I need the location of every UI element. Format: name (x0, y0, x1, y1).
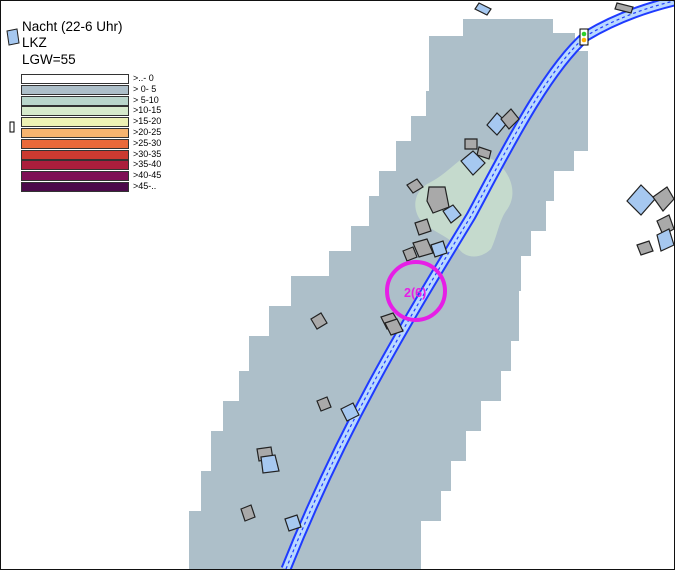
building (316, 396, 332, 412)
legend-swatch (21, 181, 129, 192)
legend-swatch (21, 74, 129, 84)
legend-swatch (21, 95, 129, 106)
receiver-label: 2(6) (404, 286, 426, 300)
legend-item: >30-35 (21, 148, 171, 161)
legend: >..- 0 > 0- 5 > 5-10 >10-15 >15-20 >20-25 >25-… (21, 73, 171, 193)
legend-label: >45-.. (133, 180, 157, 191)
road (280, 1, 674, 569)
building (426, 186, 450, 214)
legend-item: >20-25 (21, 126, 171, 139)
legend-label: >30-35 (133, 148, 162, 159)
building (636, 240, 654, 256)
building (430, 240, 448, 258)
legend-item: >45-.. (21, 180, 171, 193)
building (402, 246, 418, 262)
map-subtitle: LKZ (22, 35, 47, 50)
legend-item: >25-30 (21, 137, 171, 150)
building (656, 228, 674, 252)
building (442, 204, 462, 224)
building (614, 2, 634, 14)
building (464, 138, 478, 150)
building (284, 514, 302, 532)
legend-swatch (21, 138, 129, 149)
building (476, 146, 492, 160)
legend-label: >35-40 (133, 159, 162, 170)
legend-label: >20-25 (133, 126, 162, 137)
legend-label: >..- 0 (133, 73, 154, 83)
legend-swatch (21, 149, 129, 160)
map-threshold: LGW=55 (22, 52, 76, 67)
building (414, 218, 432, 236)
building (500, 108, 520, 130)
legend-item: >..- 0 (21, 73, 171, 85)
legend-swatch (21, 160, 129, 171)
legend-swatch (21, 84, 129, 95)
building (340, 402, 360, 422)
building (384, 318, 404, 336)
legend-item: >40-45 (21, 170, 171, 182)
buildings (240, 2, 674, 532)
legend-item: > 5-10 (21, 94, 171, 107)
legend-label: > 5-10 (133, 94, 159, 105)
legend-swatch (21, 171, 129, 182)
receiver-marker: 2(6) (385, 260, 447, 322)
building (240, 504, 256, 522)
legend-label: >25-30 (133, 137, 162, 148)
building (412, 238, 434, 258)
legend-label: >10-15 (133, 105, 162, 116)
legend-item: >10-15 (21, 105, 171, 117)
building-icon (6, 28, 20, 133)
legend-item: >35-40 (21, 159, 171, 171)
legend-label: >15-20 (133, 116, 162, 127)
building (406, 178, 424, 194)
building (652, 186, 674, 212)
building (460, 150, 486, 176)
legend-swatch (21, 117, 129, 128)
building (474, 2, 492, 16)
building (626, 184, 656, 216)
legend-label: >40-45 (133, 170, 162, 181)
legend-swatch (21, 106, 129, 117)
legend-label: > 0- 5 (133, 83, 157, 94)
legend-swatch (21, 127, 129, 138)
legend-item: >15-20 (21, 116, 171, 128)
map-title: Nacht (22-6 Uhr) (22, 19, 123, 34)
building (310, 312, 328, 330)
traffic-light-icon (579, 28, 589, 46)
legend-item: > 0- 5 (21, 83, 171, 96)
building (260, 454, 280, 474)
